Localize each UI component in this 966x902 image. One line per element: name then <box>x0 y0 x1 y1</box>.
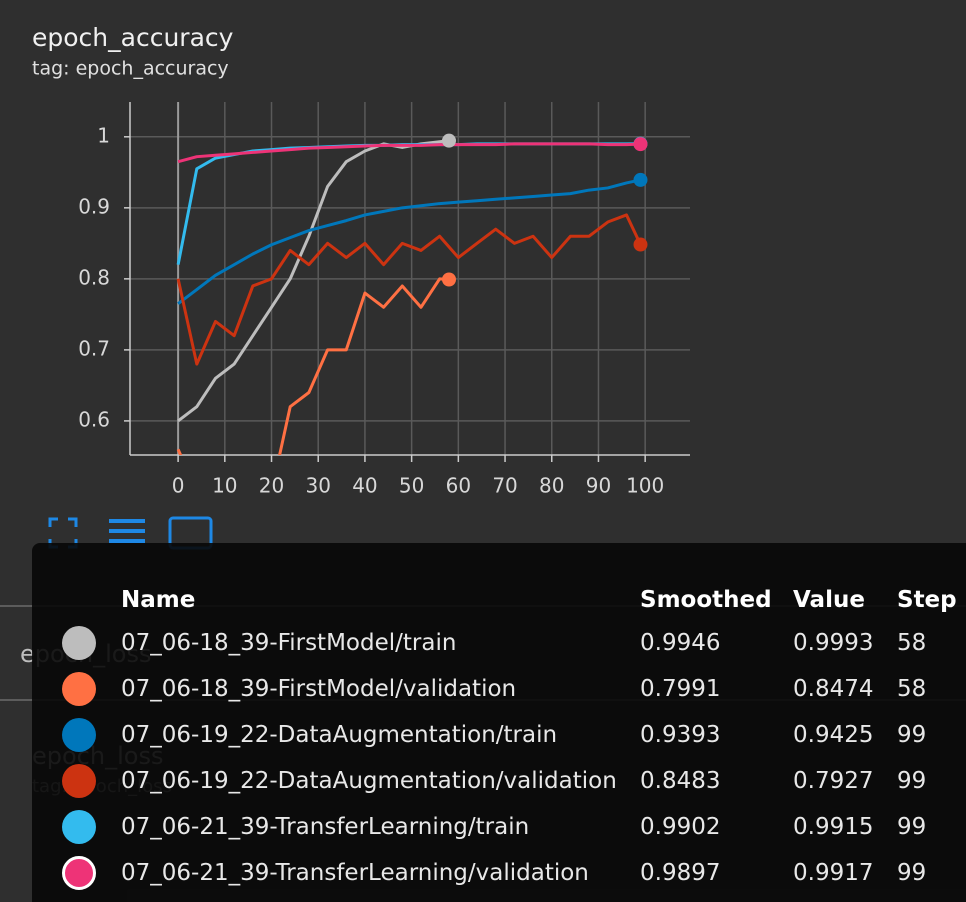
raw-value: 0.8474 <box>793 676 874 702</box>
series-lines <box>176 139 642 455</box>
step-value: 58 <box>897 676 927 702</box>
smoothed-value: 0.9897 <box>640 860 721 886</box>
y-tick-label: 1 <box>97 123 110 147</box>
series-dot <box>62 672 96 706</box>
series-name: 07_06-18_39-FirstModel/train <box>121 630 457 656</box>
raw-value: 0.9917 <box>793 860 874 886</box>
series-name: 07_06-21_39-TransferLearning/validation <box>121 860 589 886</box>
x-tick-label: 60 <box>446 474 471 498</box>
lines-icon[interactable] <box>109 519 145 543</box>
plot-area: 0.60.70.80.910 10 20 30 40 50 60 70 80 90 100 <box>78 102 690 498</box>
step-value: 99 <box>897 860 927 886</box>
raw-value: 0.9993 <box>793 630 874 656</box>
series-dot <box>62 764 96 798</box>
y-tick-label: 0.8 <box>78 265 110 289</box>
x-tick-label: 10 <box>212 474 237 498</box>
series-dot <box>62 810 96 844</box>
hover-marker <box>633 237 648 252</box>
series-dot <box>62 626 96 660</box>
series-dot <box>62 856 96 890</box>
chart-subtitle: tag: epoch_accuracy <box>32 58 229 80</box>
x-tick-label: 40 <box>352 474 377 498</box>
series-name: 07_06-18_39-FirstModel/validation <box>121 676 517 702</box>
series-dot <box>62 718 96 752</box>
column-header: Value <box>793 587 865 613</box>
x-tick-label: 100 <box>626 474 664 498</box>
smoothed-value: 0.9902 <box>640 814 721 840</box>
x-tick-label: 20 <box>259 474 284 498</box>
raw-value: 0.7927 <box>793 768 874 794</box>
series-line <box>177 178 641 305</box>
fullscreen-icon[interactable] <box>48 517 78 549</box>
smoothed-value: 0.7991 <box>640 676 721 702</box>
chart-title: epoch_accuracy <box>32 23 234 52</box>
hover-marker <box>633 172 648 187</box>
series-line <box>176 277 450 455</box>
y-tick-label: 0.6 <box>78 407 110 431</box>
series-line <box>176 213 642 366</box>
x-tick-label: 0 <box>172 474 185 498</box>
series-line <box>177 142 641 164</box>
smoothed-value: 0.9946 <box>640 630 721 656</box>
x-tick-label: 80 <box>539 474 564 498</box>
hover-marker <box>441 133 456 148</box>
step-value: 58 <box>897 630 927 656</box>
x-tick-label: 30 <box>305 474 330 498</box>
hover-marker <box>633 137 648 152</box>
x-tick-label: 50 <box>399 474 424 498</box>
series-name: 07_06-21_39-TransferLearning/train <box>121 814 530 840</box>
y-tick-label: 0.9 <box>78 194 110 218</box>
smoothed-value: 0.8483 <box>640 768 721 794</box>
smoothed-value: 0.9393 <box>640 722 721 748</box>
column-header: Smoothed <box>640 587 772 613</box>
column-header: Name <box>121 587 196 613</box>
toolbar[interactable] <box>48 516 213 550</box>
tooltip: Name Smoothed Value Step 07_06-18_39-FirstMo… <box>32 543 966 902</box>
step-value: 99 <box>897 722 927 748</box>
raw-value: 0.9425 <box>793 722 874 748</box>
x-tick-label: 90 <box>586 474 611 498</box>
step-value: 99 <box>897 768 927 794</box>
series-name: 07_06-19_22-DataAugmentation/validation <box>121 768 617 794</box>
y-tick-label: 0.7 <box>78 336 110 360</box>
raw-value: 0.9915 <box>793 814 874 840</box>
hover-marker <box>441 272 456 287</box>
x-tick-label: 70 <box>492 474 517 498</box>
step-value: 99 <box>897 814 927 840</box>
column-header: Step <box>897 587 957 613</box>
series-name: 07_06-19_22-DataAugmentation/train <box>121 722 558 748</box>
